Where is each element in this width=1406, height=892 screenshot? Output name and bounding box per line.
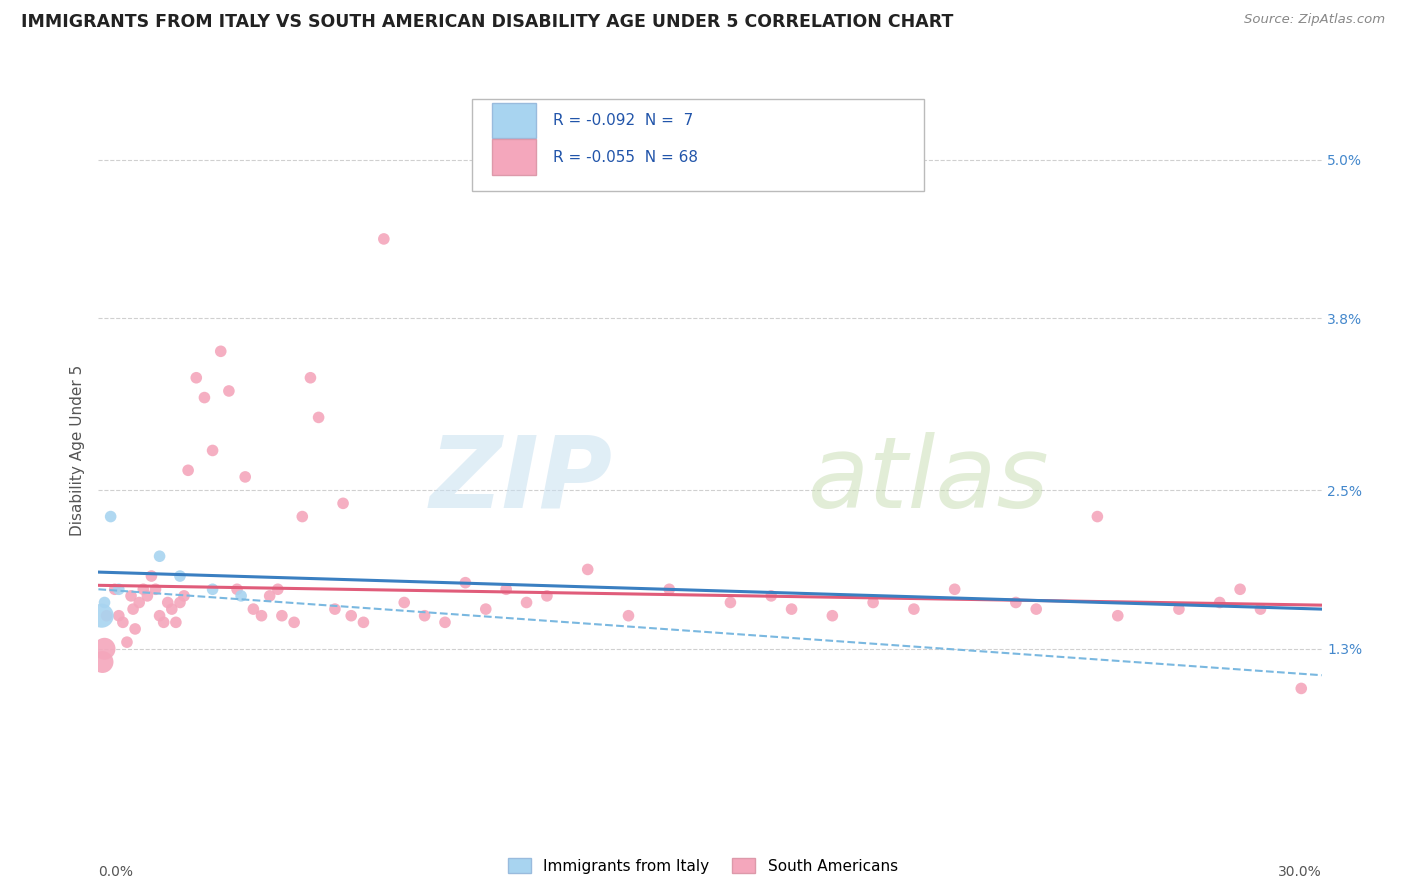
Point: [340, 608, 363, 623]
Text: R = -0.055  N = 68: R = -0.055 N = 68: [554, 150, 699, 165]
Point: [209, 344, 232, 359]
Point: [108, 582, 131, 597]
Point: [617, 608, 640, 623]
Y-axis label: Disability Age Under 5: Disability Age Under 5: [69, 365, 84, 536]
Point: [1085, 509, 1108, 524]
Point: [169, 569, 191, 583]
Point: [111, 615, 134, 630]
Point: [231, 589, 253, 603]
Point: [149, 608, 172, 623]
Point: [454, 575, 477, 590]
Point: [270, 608, 294, 623]
Point: [536, 589, 558, 603]
Point: [413, 608, 436, 623]
Point: [108, 608, 131, 623]
Point: [226, 582, 249, 597]
Point: [173, 589, 195, 603]
Point: [759, 589, 782, 603]
Point: [780, 602, 803, 616]
Point: [299, 370, 322, 384]
Point: [1004, 595, 1026, 609]
Point: [136, 589, 159, 603]
Point: [308, 410, 330, 425]
Point: [115, 635, 138, 649]
Point: [193, 391, 215, 405]
Point: [160, 602, 183, 616]
Point: [93, 641, 115, 656]
Text: R = -0.092  N =  7: R = -0.092 N = 7: [554, 113, 693, 128]
Point: [177, 463, 200, 477]
FancyBboxPatch shape: [492, 139, 536, 175]
Point: [658, 582, 681, 597]
Point: [141, 569, 163, 583]
Point: [291, 509, 314, 524]
FancyBboxPatch shape: [492, 103, 536, 138]
Text: 30.0%: 30.0%: [1278, 865, 1322, 879]
Point: [156, 595, 179, 609]
Point: [145, 582, 167, 597]
Legend: Immigrants from Italy, South Americans: Immigrants from Italy, South Americans: [502, 852, 904, 880]
Point: [267, 582, 290, 597]
FancyBboxPatch shape: [471, 99, 924, 191]
Point: [124, 622, 146, 636]
Point: [323, 602, 346, 616]
Point: [283, 615, 305, 630]
Text: ZIP: ZIP: [429, 432, 612, 529]
Point: [1167, 602, 1189, 616]
Point: [495, 582, 517, 597]
Point: [576, 562, 599, 576]
Point: [1291, 681, 1313, 696]
Point: [373, 232, 395, 246]
Point: [91, 655, 114, 669]
Point: [104, 582, 127, 597]
Point: [90, 608, 112, 623]
Point: [96, 608, 118, 623]
Point: [1025, 602, 1047, 616]
Text: IMMIGRANTS FROM ITALY VS SOUTH AMERICAN DISABILITY AGE UNDER 5 CORRELATION CHART: IMMIGRANTS FROM ITALY VS SOUTH AMERICAN …: [21, 13, 953, 31]
Point: [218, 384, 240, 398]
Point: [186, 370, 208, 384]
Point: [165, 615, 187, 630]
Point: [132, 582, 155, 597]
Point: [201, 582, 224, 597]
Point: [821, 608, 844, 623]
Point: [149, 549, 172, 564]
Point: [201, 443, 224, 458]
Text: 0.0%: 0.0%: [98, 865, 134, 879]
Point: [169, 595, 191, 609]
Point: [93, 595, 115, 609]
Point: [1229, 582, 1251, 597]
Point: [516, 595, 538, 609]
Point: [433, 615, 456, 630]
Point: [100, 509, 122, 524]
Point: [352, 615, 374, 630]
Point: [1208, 595, 1232, 609]
Point: [128, 595, 150, 609]
Point: [122, 602, 145, 616]
Text: atlas: atlas: [808, 432, 1049, 529]
Point: [259, 589, 281, 603]
Point: [332, 496, 354, 510]
Point: [943, 582, 966, 597]
Point: [250, 608, 273, 623]
Point: [1107, 608, 1129, 623]
Point: [903, 602, 925, 616]
Point: [233, 470, 256, 484]
Text: Source: ZipAtlas.com: Source: ZipAtlas.com: [1244, 13, 1385, 27]
Point: [120, 589, 142, 603]
Point: [862, 595, 884, 609]
Point: [152, 615, 174, 630]
Point: [474, 602, 498, 616]
Point: [242, 602, 264, 616]
Point: [1249, 602, 1271, 616]
Point: [718, 595, 742, 609]
Point: [392, 595, 416, 609]
